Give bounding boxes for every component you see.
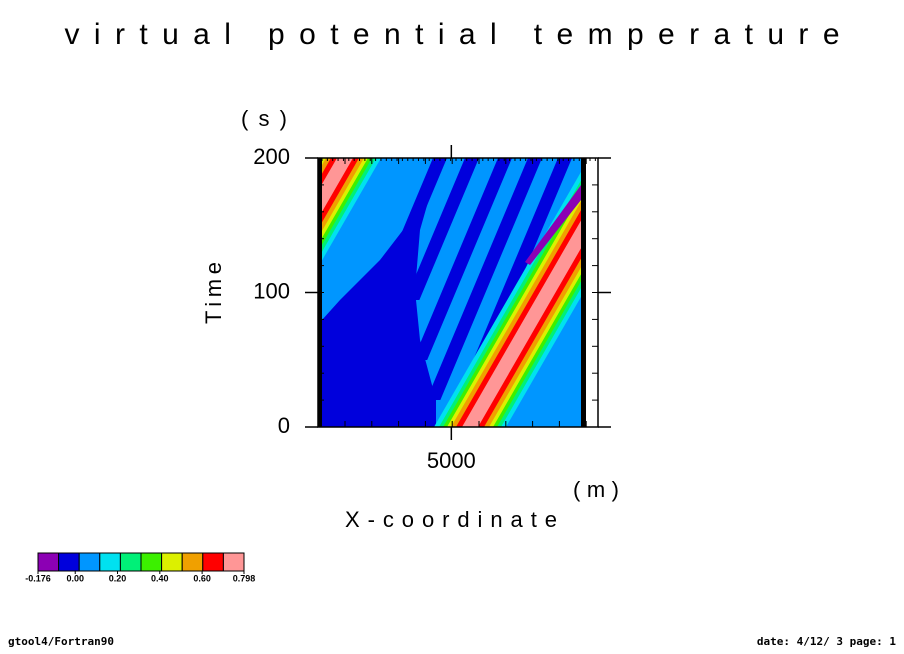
contour-band [426,158,542,400]
colorbar-label: 0.60 [193,573,211,583]
colorbar-box [99,552,121,572]
colorbar-label: 0.00 [66,573,84,583]
contour-band [451,201,581,427]
colorbar-label: 0.20 [109,573,127,583]
x-unit: (m) [573,477,619,502]
colorbar-box [222,552,245,572]
colorbar-box [202,552,224,572]
y-unit: (s) [241,106,287,131]
colorbar-box [58,552,80,572]
colorbar-box [181,552,204,572]
footer-right: date: 4/12/ 3 page: 1 [757,635,896,648]
y-axis-label: Time [201,262,226,324]
colorbar-box [119,552,142,572]
y-tick-label: 200 [253,144,290,169]
contour-band [447,194,581,427]
contour-field [322,158,581,427]
contour-band [443,187,581,427]
x-axis-label: X-coordinate [345,507,557,532]
colorbar-label: -0.176 [25,573,51,583]
frame-bar [581,158,586,427]
contour-band [462,220,581,427]
colorbar-box [140,552,163,572]
x-tick-label: 5000 [427,448,476,473]
colorbar-label: 0.798 [233,573,256,583]
y-tick-label: 100 [253,278,290,303]
footer-left: gtool4/Fortran90 [8,635,114,648]
contour-band [398,158,447,240]
contour-band [456,210,581,427]
colorbar-box [37,552,60,572]
y-tick-label: 0 [278,413,290,438]
contour-band [322,158,353,212]
contour-band [322,195,436,427]
contour-band [413,158,512,360]
colorbar-box [161,552,183,572]
chart-title: virtual potential temperature [64,18,839,51]
contour-band [525,185,581,265]
colorbar-label: 0.40 [151,573,169,583]
colorbar-box [78,552,101,572]
contour-band [405,158,479,300]
